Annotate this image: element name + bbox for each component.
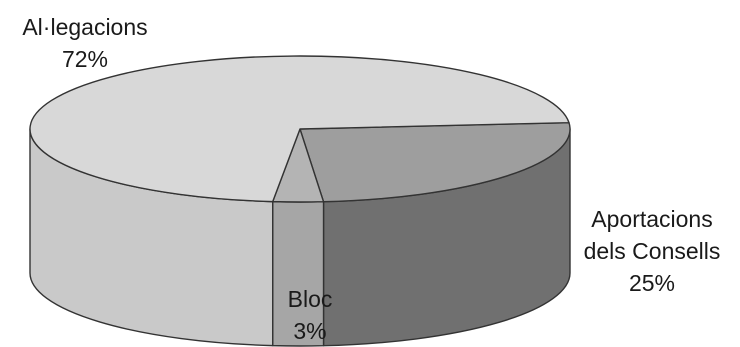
- slice-label-aportacions-line2: dels Consells: [584, 238, 721, 264]
- pie-slices: [29, 55, 571, 347]
- slice-value-allegacions: 72%: [62, 46, 108, 72]
- slice-value-bloc: 3%: [293, 318, 326, 344]
- slice-top-allegacions: [29, 55, 570, 203]
- slice-label-aportacions-line1: Aportacions: [591, 206, 712, 232]
- slice-value-aportacions: 25%: [629, 270, 675, 296]
- slice-label-bloc: Bloc: [288, 286, 333, 312]
- slice-top-aportacions: [299, 121, 571, 203]
- slice-label-allegacions: Al·legacions: [22, 14, 147, 40]
